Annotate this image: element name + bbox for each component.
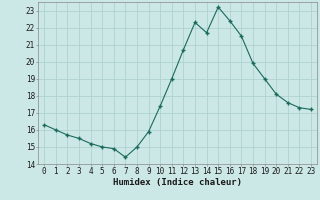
X-axis label: Humidex (Indice chaleur): Humidex (Indice chaleur) xyxy=(113,178,242,187)
